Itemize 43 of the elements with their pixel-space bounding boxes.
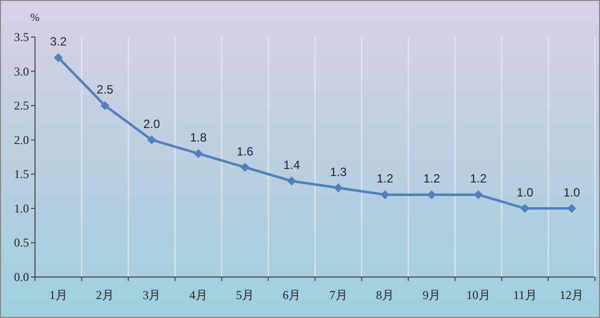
x-tick-label: 11月 xyxy=(513,288,537,302)
x-tick-label: 10月 xyxy=(466,288,490,302)
y-tick-label: 3.0 xyxy=(14,64,29,78)
x-tick-label: 1月 xyxy=(49,288,68,302)
x-tick-label: 3月 xyxy=(142,288,161,302)
point xyxy=(54,53,63,62)
y-tick-label: 0.5 xyxy=(14,236,29,250)
x-tick-label: 2月 xyxy=(96,288,114,302)
point xyxy=(194,149,203,158)
data-label: 1.0 xyxy=(563,185,580,200)
data-label: 1.2 xyxy=(376,172,394,186)
x-tick-label: 12月 xyxy=(560,288,584,302)
point xyxy=(287,176,296,186)
data-label: 3.2 xyxy=(50,34,67,49)
data-label: 1.2 xyxy=(423,172,440,186)
data-label: 1.8 xyxy=(190,130,207,145)
y-tick-label: 1.0 xyxy=(14,201,29,216)
point xyxy=(520,204,530,213)
x-tick-label: 4月 xyxy=(189,288,208,302)
point xyxy=(567,204,576,213)
x-tick-label: 5月 xyxy=(236,288,254,302)
y-tick-label: 0.0 xyxy=(14,270,29,284)
x-tick-label: 7月 xyxy=(329,288,348,302)
x-tick-label: 8月 xyxy=(376,288,394,302)
data-label: 1.0 xyxy=(516,185,534,200)
y-tick-label: 3.5 xyxy=(14,30,29,44)
x-tick-label: 6月 xyxy=(282,288,301,302)
y-axis-title: % xyxy=(30,12,40,24)
data-label: 1.4 xyxy=(283,158,300,172)
data-label: 2.0 xyxy=(143,116,160,131)
x-tick-label: 9月 xyxy=(422,288,441,302)
point xyxy=(240,162,250,172)
data-label: 1.6 xyxy=(236,144,254,158)
y-tick-label: 2.5 xyxy=(14,98,29,113)
y-tick-label: 1.5 xyxy=(14,167,29,182)
point xyxy=(334,183,343,192)
data-label: 1.3 xyxy=(330,164,347,179)
y-tick-label: 2.0 xyxy=(14,132,29,147)
point xyxy=(100,101,110,110)
point xyxy=(380,190,390,200)
data-label: 1.2 xyxy=(470,172,487,186)
point xyxy=(147,135,156,144)
data-label: 2.5 xyxy=(96,82,114,97)
